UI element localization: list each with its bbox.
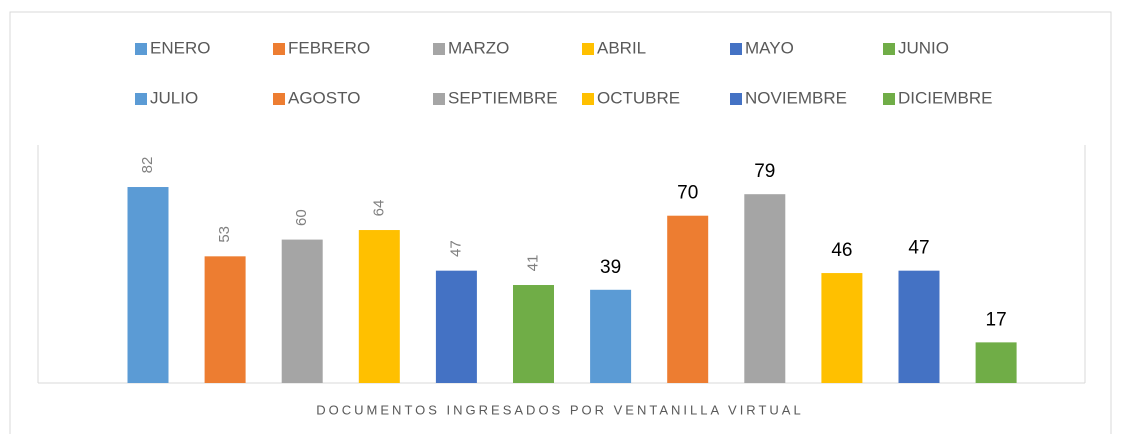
- legend-swatch: [730, 93, 742, 105]
- value-label: 41: [524, 255, 541, 272]
- value-label: 53: [216, 226, 233, 243]
- legend-label: DICIEMBRE: [898, 88, 992, 107]
- legend-label: FEBRERO: [288, 38, 370, 57]
- legend-label: SEPTIEMBRE: [448, 88, 558, 107]
- value-label: 82: [139, 157, 156, 174]
- legend-label: OCTUBRE: [597, 88, 680, 107]
- bar: [358, 230, 400, 383]
- legend-swatch: [135, 43, 147, 55]
- value-label: 64: [370, 200, 387, 217]
- bar: [975, 342, 1017, 383]
- value-label: 47: [908, 238, 929, 259]
- legend-label: JUNIO: [898, 38, 949, 57]
- legend-label: MAYO: [745, 38, 794, 57]
- bar: [204, 256, 246, 383]
- legend-swatch: [273, 43, 285, 55]
- legend-swatch: [433, 93, 445, 105]
- legend-swatch: [433, 43, 445, 55]
- legend-label: ENERO: [150, 38, 210, 57]
- legend-swatch: [273, 93, 285, 105]
- legend-label: ABRIL: [597, 38, 646, 57]
- value-label: 79: [754, 161, 775, 182]
- value-label: 70: [677, 183, 698, 204]
- value-label: 46: [831, 240, 852, 261]
- chart-border: [9, 11, 1112, 434]
- legend-swatch: [883, 93, 895, 105]
- legend-label: MARZO: [448, 38, 509, 57]
- value-label: 47: [447, 240, 464, 257]
- bar: [898, 270, 940, 383]
- legend-label: NOVIEMBRE: [745, 88, 847, 107]
- value-label: 60: [293, 209, 310, 226]
- value-label: 17: [986, 309, 1007, 330]
- bar: [744, 194, 786, 383]
- bar: [821, 273, 863, 383]
- bar: [435, 270, 477, 383]
- legend-swatch: [135, 93, 147, 105]
- legend-swatch: [582, 43, 594, 55]
- bar: [513, 285, 554, 383]
- x-axis-title: DOCUMENTOS INGRESADOS POR VENTANILLA VIR…: [316, 402, 803, 417]
- bar: [127, 187, 169, 383]
- legend-label: JULIO: [150, 88, 198, 107]
- legend-label: AGOSTO: [288, 88, 360, 107]
- value-label: 39: [600, 257, 621, 278]
- legend-swatch: [582, 93, 594, 105]
- bar: [281, 239, 323, 383]
- legend-swatch: [730, 43, 742, 55]
- bar: [667, 215, 709, 383]
- legend-swatch: [883, 43, 895, 55]
- bar: [590, 289, 632, 383]
